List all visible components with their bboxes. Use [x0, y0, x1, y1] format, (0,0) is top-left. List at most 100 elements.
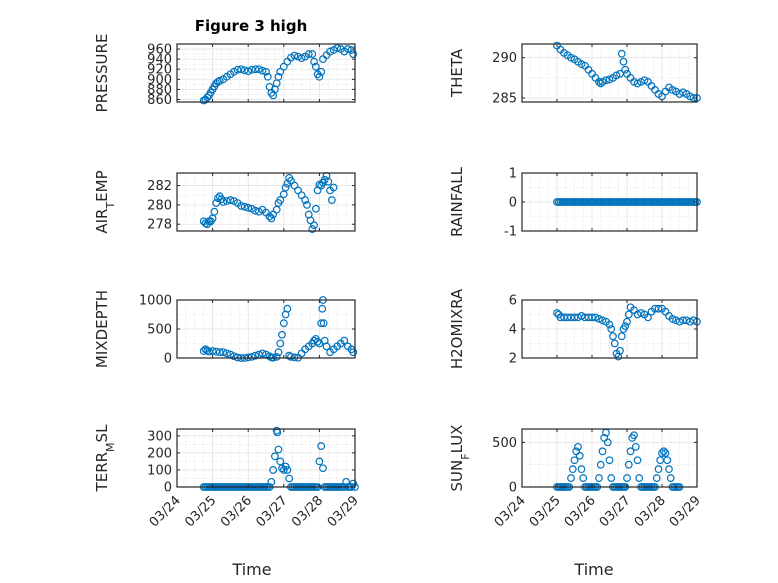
- data-point: [313, 337, 322, 346]
- data-point: [276, 67, 285, 76]
- data-point: [303, 200, 311, 209]
- data-point: [310, 221, 318, 230]
- data-point: [251, 206, 260, 215]
- data-point: [215, 76, 224, 85]
- data-point: [570, 456, 579, 465]
- data-point: [301, 196, 310, 204]
- data-point: [203, 346, 212, 355]
- axes-frame: [176, 428, 356, 488]
- data-point: [596, 460, 605, 469]
- data-point: [340, 336, 349, 345]
- data-point: [349, 50, 358, 58]
- data-point: [263, 72, 272, 81]
- data-point: [251, 65, 260, 74]
- y-tick-label: 880: [147, 83, 172, 98]
- data-point: [278, 330, 286, 339]
- data-point: [219, 198, 228, 206]
- x-tick-label: 03/24: [492, 493, 529, 530]
- y-tick-label: 300: [147, 429, 172, 444]
- data-point: [267, 477, 276, 486]
- data-point: [630, 431, 638, 440]
- y-tick-label: 200: [147, 446, 172, 461]
- data-point: [237, 201, 245, 210]
- data-point: [310, 57, 318, 66]
- data-point: [652, 474, 661, 482]
- data-point: [575, 451, 584, 460]
- subplot-h2omixra: 2 4 6 H2OMIXRA: [448, 288, 701, 369]
- y-tick-label: 860: [147, 93, 172, 108]
- x-tick-label: 03/25: [527, 493, 564, 530]
- data-series-theta: [553, 41, 701, 102]
- y-tick-label: 4: [509, 323, 517, 338]
- data-point: [254, 65, 263, 74]
- data-point: [258, 66, 267, 75]
- data-point: [318, 304, 327, 313]
- data-point: [285, 474, 294, 483]
- data-point: [283, 466, 292, 474]
- data-series-air_temp: [199, 171, 338, 233]
- y-axis-label-terr_msl: TERRMSL: [93, 424, 117, 493]
- data-point: [577, 312, 586, 320]
- data-point: [637, 309, 645, 317]
- data-point: [317, 67, 326, 76]
- x-axis-label-right: Time: [573, 560, 613, 579]
- data-point: [617, 332, 626, 341]
- data-point: [319, 319, 328, 328]
- data-point: [262, 67, 270, 76]
- data-point: [623, 474, 631, 482]
- axes-background: [177, 173, 355, 231]
- data-point: [319, 464, 327, 473]
- data-point: [214, 194, 222, 203]
- data-point: [279, 319, 288, 328]
- data-point: [595, 77, 603, 86]
- data-point: [598, 316, 607, 325]
- x-tick-label: 03/26: [218, 493, 255, 530]
- x-tick-label: 03/26: [562, 493, 599, 530]
- data-point: [603, 438, 612, 447]
- data-point: [329, 183, 338, 192]
- data-point: [610, 339, 619, 348]
- y-tick-label: 940: [147, 53, 172, 68]
- data-point: [568, 465, 577, 474]
- data-point: [315, 457, 324, 466]
- data-point: [274, 72, 283, 81]
- y-tick-label: 6: [509, 294, 517, 309]
- data-series-rainfall: [553, 198, 701, 206]
- data-point: [283, 304, 292, 313]
- axes-frame: [521, 428, 698, 488]
- data-point: [654, 304, 663, 313]
- x-tick-label: 03/25: [182, 493, 219, 530]
- data-point: [276, 339, 285, 348]
- data-point: [199, 347, 208, 355]
- data-point: [617, 49, 626, 58]
- data-point: [577, 465, 586, 474]
- data-point: [267, 214, 276, 223]
- data-series-pressure: [199, 44, 358, 105]
- data-point: [237, 65, 245, 74]
- data-point: [591, 313, 600, 322]
- y-tick-label: 960: [147, 43, 172, 58]
- data-point: [616, 346, 624, 355]
- data-point: [602, 76, 610, 85]
- x-tick-label: 03/28: [289, 493, 326, 530]
- data-point: [315, 72, 324, 81]
- data-point: [624, 310, 633, 319]
- data-point: [279, 62, 288, 71]
- y-tick-label: 0: [509, 481, 517, 496]
- subplot-terr_msl: 0 100 200 300 03/2403/2503/2603/2703/2803/29…: [93, 424, 362, 530]
- subplot-air_temp: 278 280 282 AIRTEMP: [93, 170, 356, 234]
- data-series-h2omixra: [553, 303, 701, 361]
- data-point: [666, 474, 675, 482]
- data-point: [271, 452, 279, 461]
- data-point: [661, 449, 670, 457]
- data-point: [619, 57, 628, 66]
- data-point: [304, 50, 313, 58]
- data-point: [219, 348, 228, 357]
- data-point: [311, 204, 320, 213]
- data-point: [251, 351, 260, 360]
- x-axis-label-left: Time: [231, 560, 271, 579]
- y-tick-label: 1000: [139, 294, 172, 309]
